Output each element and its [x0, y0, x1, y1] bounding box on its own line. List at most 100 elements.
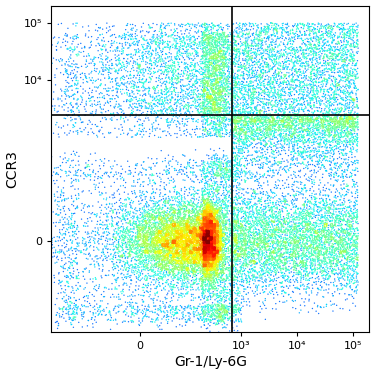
Point — [230, 119, 236, 125]
Point — [255, 34, 261, 40]
Point — [221, 238, 227, 244]
Point — [194, 260, 200, 266]
Point — [170, 75, 176, 81]
Point — [189, 72, 195, 78]
Point — [220, 169, 226, 175]
Point — [174, 263, 180, 269]
Point — [254, 204, 260, 210]
Point — [342, 230, 348, 236]
Point — [162, 108, 168, 114]
Point — [275, 248, 281, 254]
Point — [137, 88, 143, 94]
Point — [54, 318, 60, 324]
Point — [353, 269, 359, 275]
Point — [234, 74, 240, 80]
Point — [149, 268, 155, 274]
Point — [324, 236, 330, 242]
Point — [171, 209, 177, 215]
Point — [186, 116, 192, 122]
Point — [184, 227, 190, 233]
Point — [217, 221, 223, 227]
Point — [308, 64, 314, 70]
Point — [349, 276, 355, 282]
Point — [170, 70, 176, 76]
Point — [105, 232, 111, 238]
Point — [156, 88, 162, 94]
Point — [209, 209, 215, 215]
Point — [220, 87, 226, 93]
Point — [177, 243, 183, 249]
Point — [274, 226, 280, 232]
Point — [284, 119, 290, 125]
Point — [229, 291, 235, 297]
Point — [256, 242, 262, 248]
Point — [264, 247, 270, 253]
Point — [156, 239, 162, 245]
Point — [302, 54, 307, 60]
Point — [194, 231, 200, 237]
Point — [214, 231, 220, 237]
Point — [117, 233, 123, 239]
Point — [200, 195, 206, 201]
Point — [313, 73, 319, 79]
Point — [242, 86, 248, 92]
Point — [320, 214, 326, 220]
Point — [164, 163, 170, 169]
Point — [207, 234, 213, 240]
Point — [171, 256, 177, 262]
Point — [218, 42, 224, 48]
Point — [192, 242, 198, 248]
Point — [89, 161, 95, 167]
Point — [204, 257, 210, 263]
Point — [180, 50, 186, 56]
Point — [282, 220, 288, 226]
Point — [196, 245, 202, 251]
Point — [174, 57, 180, 63]
Point — [306, 75, 312, 81]
Point — [199, 246, 205, 252]
Point — [209, 214, 215, 220]
Point — [215, 225, 221, 231]
Point — [156, 228, 162, 234]
Point — [162, 244, 168, 250]
Point — [306, 270, 312, 276]
Point — [140, 230, 146, 236]
Point — [101, 308, 107, 314]
Point — [315, 127, 321, 133]
Point — [218, 274, 224, 280]
Point — [123, 114, 129, 120]
Point — [232, 252, 238, 258]
Point — [124, 243, 130, 249]
Point — [329, 51, 335, 57]
Point — [321, 60, 327, 66]
Point — [333, 261, 339, 267]
Point — [287, 119, 293, 125]
Point — [213, 38, 219, 44]
Point — [309, 232, 315, 238]
Point — [307, 243, 313, 249]
Point — [308, 240, 314, 246]
Point — [296, 135, 302, 141]
Point — [295, 115, 301, 121]
Point — [294, 178, 300, 184]
Point — [197, 230, 203, 236]
Point — [146, 43, 152, 49]
Point — [159, 229, 165, 235]
Point — [324, 96, 330, 102]
Point — [240, 187, 246, 193]
Point — [300, 233, 306, 239]
Point — [202, 244, 208, 250]
Point — [206, 210, 212, 216]
Point — [185, 262, 191, 268]
Point — [235, 22, 241, 28]
Point — [206, 235, 212, 241]
Point — [214, 68, 220, 74]
Point — [291, 121, 297, 127]
Point — [218, 247, 224, 253]
Point — [328, 236, 334, 242]
Point — [169, 234, 175, 240]
Point — [161, 236, 167, 242]
Point — [168, 221, 174, 227]
Point — [228, 307, 234, 313]
Point — [202, 124, 208, 130]
